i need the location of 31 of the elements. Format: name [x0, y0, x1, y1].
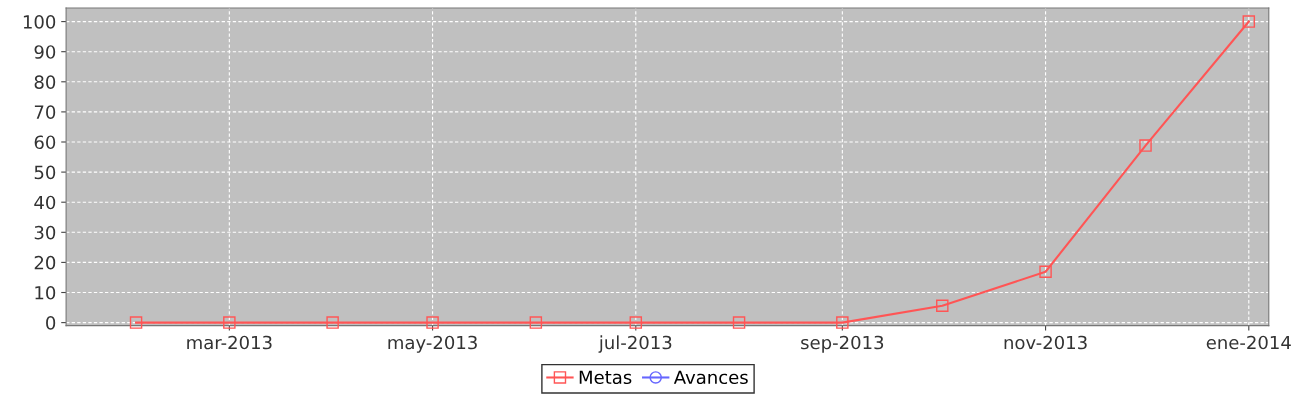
point [326, 316, 339, 329]
y-tick-label: 0 [46, 316, 56, 330]
x-tick-label: ene-2014 [1206, 335, 1291, 350]
y-tick-label: 40 [34, 195, 56, 210]
point [1039, 265, 1052, 278]
y-tick-label: 20 [34, 255, 56, 270]
y-tick-label: 90 [34, 45, 56, 59]
x-tick-label: mar-2013 [187, 335, 272, 350]
y-tick-label: 60 [34, 135, 56, 150]
x-tick-label: jul-2013 [598, 335, 672, 353]
point [629, 316, 643, 329]
x-tick-label: may-2013 [388, 335, 477, 353]
x-tick-label: nov-2013 [1004, 335, 1087, 350]
point [529, 316, 543, 329]
legend-label: Metas [579, 370, 632, 385]
y-tick-label: 70 [34, 105, 56, 120]
point [836, 316, 849, 329]
y-tick-label: 10 [35, 285, 56, 300]
y-tick-label: 100 [23, 15, 56, 29]
point [732, 316, 746, 329]
y-tick-label: 80 [34, 75, 56, 89]
y-tick-label: 50 [34, 165, 56, 180]
point [223, 316, 236, 329]
point [1139, 139, 1152, 152]
x-tick-label: sep-2013 [801, 335, 884, 353]
point [426, 316, 439, 329]
point [129, 316, 143, 329]
legend-label: Avances [673, 370, 748, 385]
point [936, 299, 949, 313]
y-tick-label: 30 [34, 225, 56, 240]
point [1242, 15, 1256, 28]
